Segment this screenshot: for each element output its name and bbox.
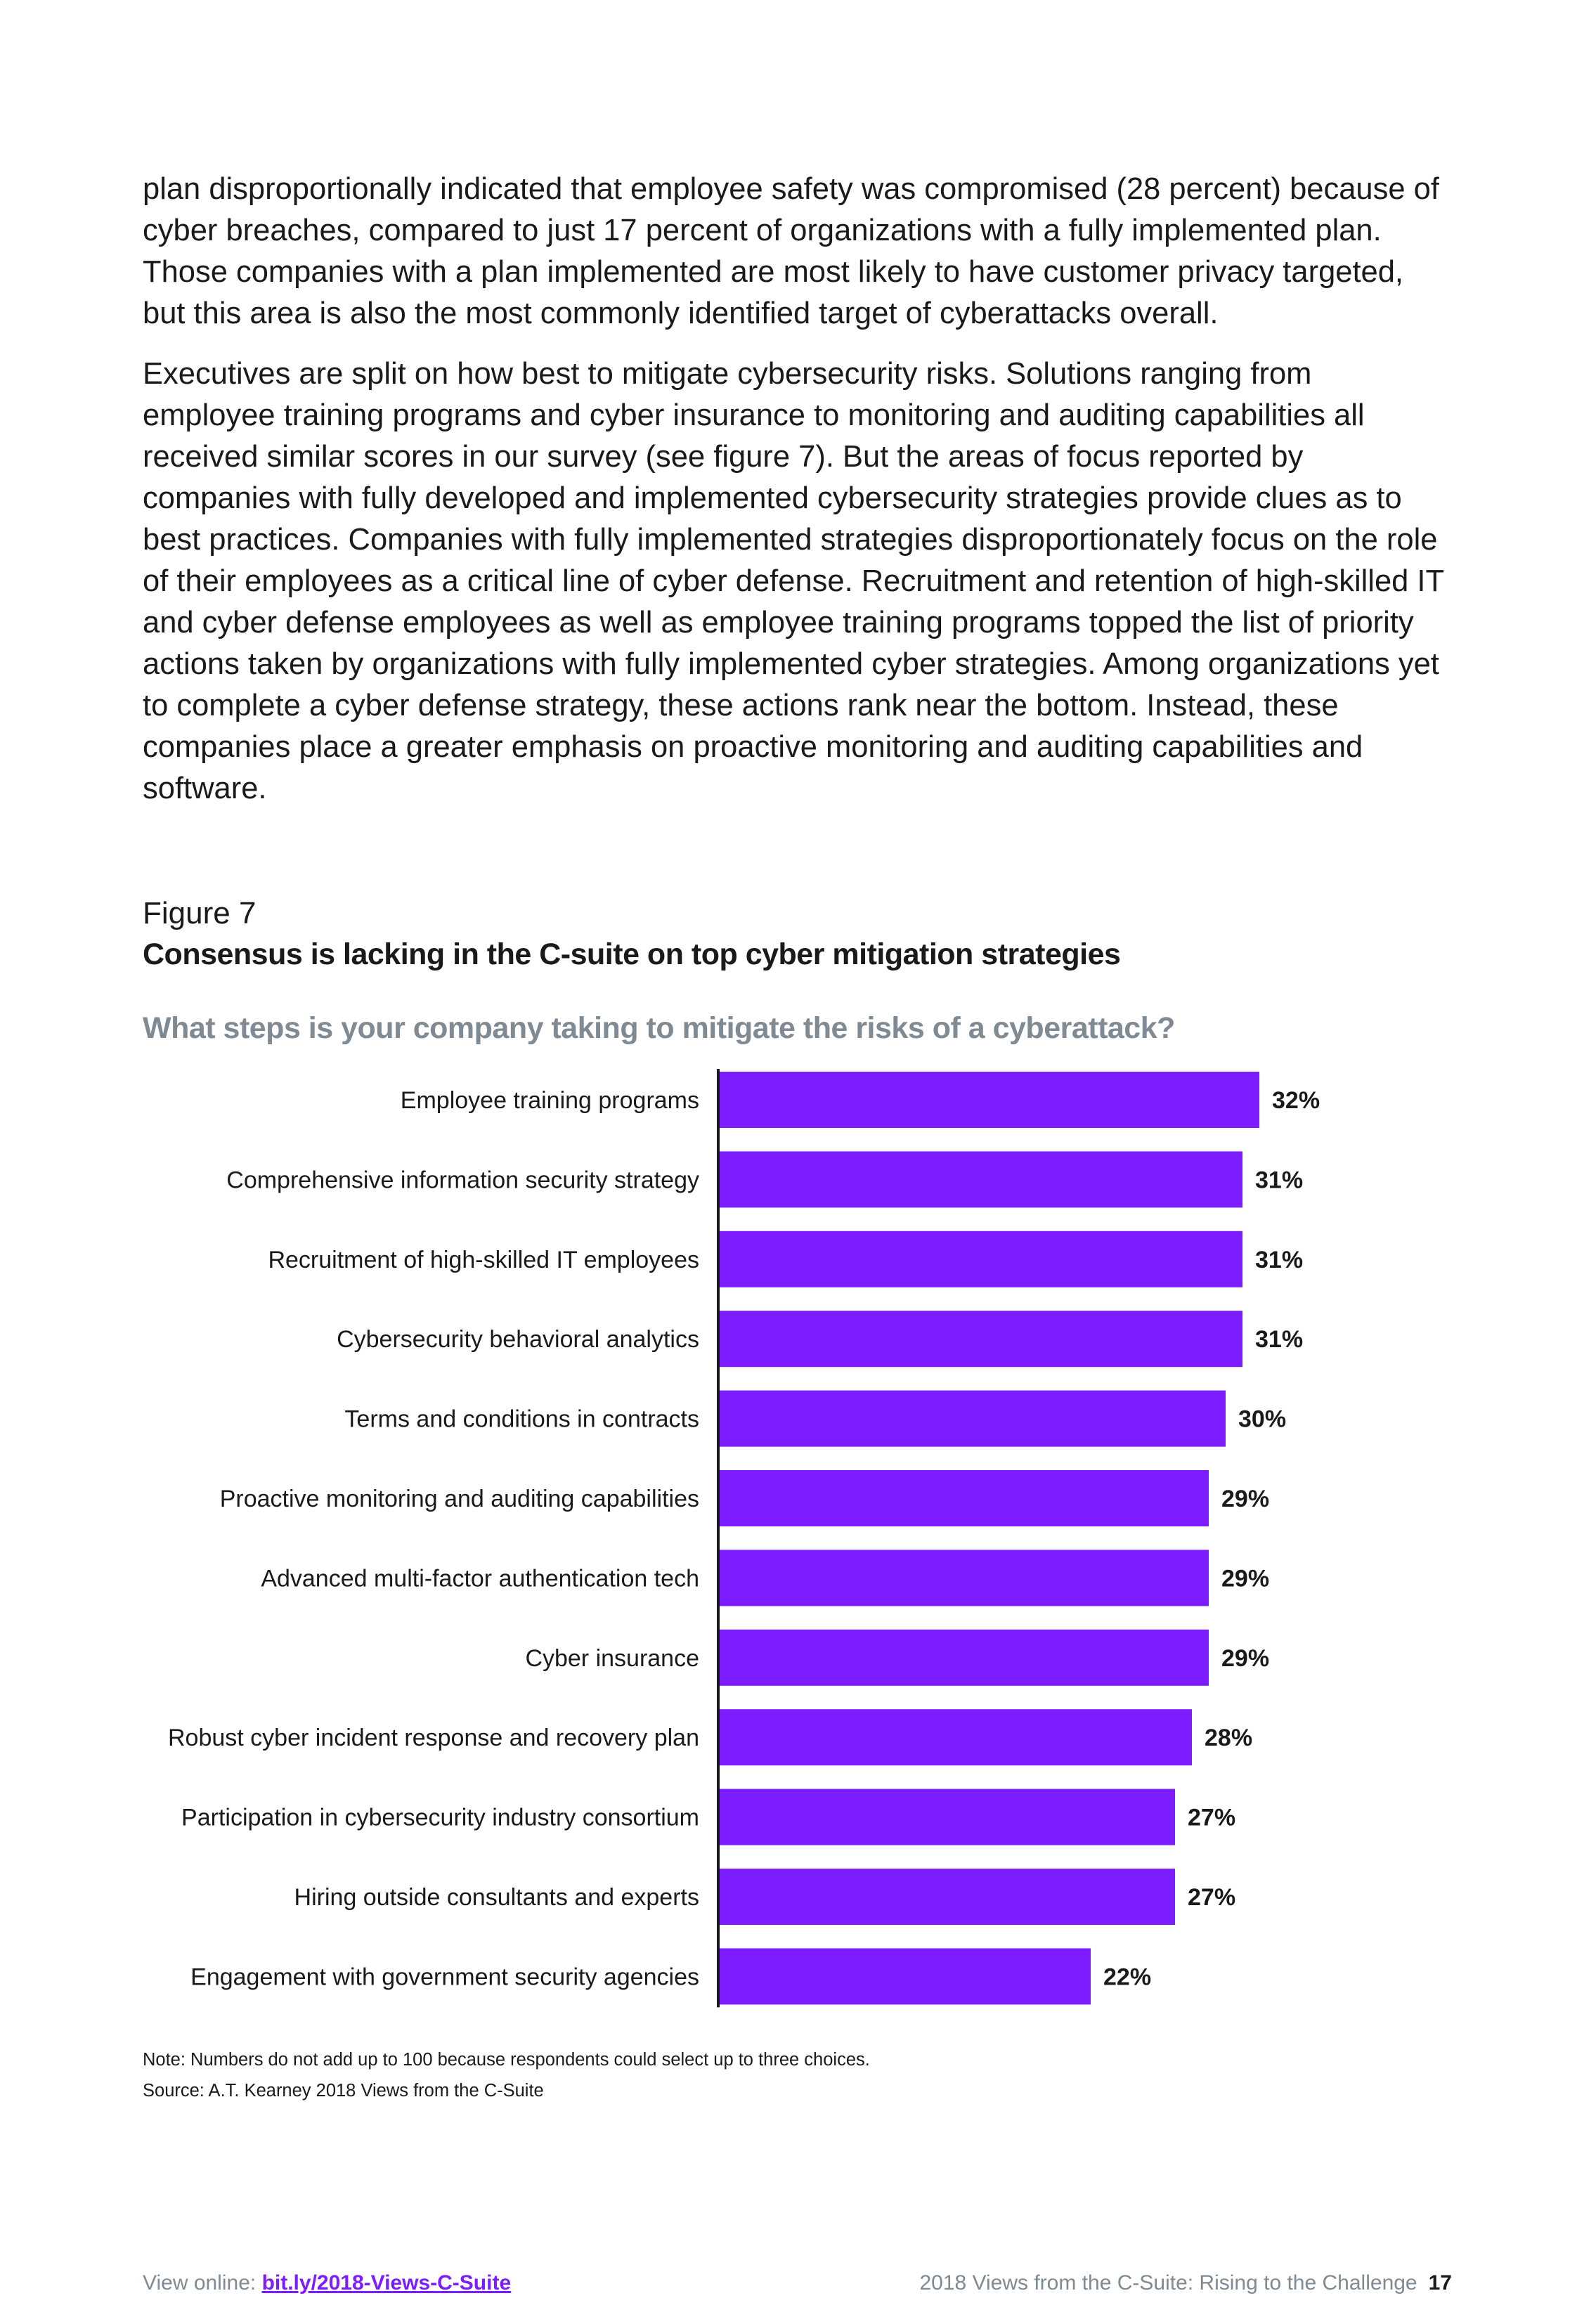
report-title: 2018 Views from the C-Suite: Rising to t…	[919, 2271, 1417, 2294]
category-label: Advanced multi-factor authentication tec…	[261, 1565, 699, 1592]
bar	[720, 1550, 1209, 1606]
bar	[720, 1629, 1209, 1686]
value-label: 22%	[1103, 1963, 1151, 1990]
category-label: Participation in cybersecurity industry …	[181, 1805, 699, 1831]
view-online-label: View online:	[143, 2271, 262, 2294]
value-label: 28%	[1205, 1725, 1252, 1751]
category-label: Proactive monitoring and auditing capabi…	[220, 1486, 699, 1512]
bar	[720, 1789, 1175, 1845]
value-label: 29%	[1221, 1565, 1269, 1592]
value-label: 32%	[1272, 1087, 1320, 1114]
category-label: Engagement with government security agen…	[190, 1963, 699, 1990]
category-label: Recruitment of high-skilled IT employees	[268, 1247, 699, 1273]
figure-title: Consensus is lacking in the C-suite on t…	[143, 937, 1121, 971]
footer-view-online: View online: bit.ly/2018-Views-C-Suite	[143, 2271, 511, 2295]
footer-report: 2018 Views from the C-Suite: Rising to t…	[919, 2271, 1452, 2295]
body-paragraph-1: plan disproportionally indicated that em…	[143, 172, 1439, 330]
chart-question: What steps is your company taking to mit…	[143, 1011, 1175, 1045]
value-label: 29%	[1221, 1645, 1269, 1672]
category-label: Comprehensive information security strat…	[226, 1167, 699, 1193]
category-label: Hiring outside consultants and experts	[294, 1884, 699, 1911]
value-label: 29%	[1221, 1486, 1269, 1512]
category-label: Cybersecurity behavioral analytics	[337, 1326, 699, 1353]
body-paragraph-2: Executives are split on how best to miti…	[143, 357, 1444, 805]
bar	[720, 1231, 1242, 1287]
value-label: 31%	[1255, 1326, 1303, 1353]
chart-source: Source: A.T. Kearney 2018 Views from the…	[143, 2081, 544, 2101]
category-label: Employee training programs	[401, 1087, 699, 1114]
bar	[720, 1311, 1242, 1368]
category-label: Terms and conditions in contracts	[344, 1406, 699, 1433]
value-label: 31%	[1255, 1167, 1303, 1193]
value-label: 27%	[1188, 1805, 1235, 1831]
value-label: 27%	[1188, 1884, 1235, 1911]
category-label: Cyber insurance	[525, 1645, 699, 1672]
view-online-link[interactable]: bit.ly/2018-Views-C-Suite	[261, 2271, 512, 2294]
figure-label: Figure 7	[143, 896, 257, 930]
value-label: 30%	[1238, 1406, 1286, 1433]
value-label: 31%	[1255, 1247, 1303, 1273]
bar	[720, 1151, 1242, 1208]
category-label: Robust cyber incident response and recov…	[168, 1725, 699, 1751]
page-number: 17	[1428, 2271, 1452, 2294]
bar	[720, 1948, 1091, 2005]
bar	[720, 1869, 1175, 1925]
bar	[720, 1072, 1259, 1128]
bar	[720, 1470, 1209, 1526]
bar	[720, 1709, 1192, 1766]
chart-note: Note: Numbers do not add up to 100 becau…	[143, 2050, 870, 2070]
bar	[720, 1390, 1226, 1447]
